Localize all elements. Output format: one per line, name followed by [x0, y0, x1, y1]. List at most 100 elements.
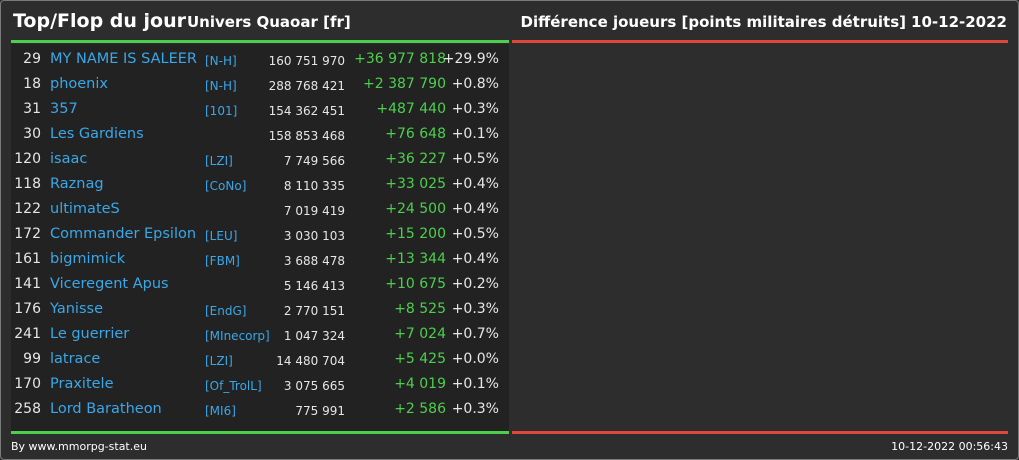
top-panel-bar-bottom — [11, 431, 509, 434]
points-difference: +33 025 — [385, 176, 446, 192]
top-panel-bar-top — [11, 40, 509, 43]
points-difference: +4 019 — [394, 376, 446, 392]
footer-timestamp: 10-12-2022 00:56:43 — [891, 440, 1008, 453]
points-difference: +7 024 — [394, 326, 446, 342]
player-points: 8 110 335 — [283, 179, 345, 193]
player-row: 29 MY NAME IS SALEER [N-H] 160 751 970 +36 9… — [11, 48, 509, 73]
alliance-tag-link[interactable]: [LZI] — [205, 154, 233, 168]
player-rank: 31 — [23, 101, 41, 117]
player-row: 258 Lord Baratheon [MI6] 775 991 +2 586 +0.3% — [11, 398, 509, 423]
player-rank: 170 — [14, 376, 41, 392]
player-points: 14 480 704 — [276, 354, 345, 368]
player-rank: 241 — [14, 326, 41, 342]
percent-change: +0.2% — [451, 276, 499, 292]
player-name-link[interactable]: Commander Epsilon — [50, 226, 197, 242]
widget-title: Top/Flop du jour — [13, 10, 186, 32]
player-rank: 29 — [23, 51, 41, 67]
player-rank: 176 — [14, 301, 41, 317]
points-difference: +36 227 — [385, 151, 446, 167]
points-difference: +24 500 — [385, 201, 446, 217]
alliance-tag-link[interactable]: [Of_TrolL] — [205, 379, 262, 393]
player-points: 158 853 468 — [268, 129, 345, 143]
player-row: 161 bigmimick [FBM] 3 688 478 +13 344 +0.4% — [11, 248, 509, 273]
percent-change: +0.8% — [451, 76, 499, 92]
percent-change: +0.1% — [451, 126, 499, 142]
player-row: 141 Viceregent Apus 5 146 413 +10 675 +0.2% — [11, 273, 509, 298]
alliance-tag-link[interactable]: [101] — [205, 104, 238, 118]
alliance-tag-link[interactable]: [N-H] — [205, 79, 237, 93]
player-name-link[interactable]: bigmimick — [50, 251, 126, 267]
player-row: 241 Le guerrier [MInecorp] 1 047 324 +7 024 +… — [11, 323, 509, 348]
player-row: 172 Commander Epsilon [LEU] 3 030 103 +15 20… — [11, 223, 509, 248]
player-points: 154 362 451 — [268, 104, 345, 118]
alliance-tag-link[interactable]: [MInecorp] — [205, 329, 270, 343]
points-difference: +15 200 — [385, 226, 446, 242]
player-row: 120 isaac [LZI] 7 749 566 +36 227 +0.5% — [11, 148, 509, 173]
player-name-link[interactable]: Le guerrier — [50, 326, 130, 342]
flop-panel-bar-bottom — [512, 431, 1008, 434]
player-rank: 99 — [23, 351, 41, 367]
player-name-link[interactable]: latrace — [50, 351, 101, 367]
header-date: 10-12-2022 — [911, 13, 1007, 31]
alliance-tag-link[interactable]: [CoNo] — [205, 179, 247, 193]
percent-change: +0.1% — [451, 376, 499, 392]
player-points: 7 019 419 — [283, 204, 345, 218]
player-row: 170 Praxitele [Of_TrolL] 3 075 665 +4 019 +0.… — [11, 373, 509, 398]
player-points: 775 991 — [295, 404, 345, 418]
player-name-link[interactable]: 357 — [50, 101, 78, 117]
player-points: 3 075 665 — [283, 379, 345, 393]
player-name-link[interactable]: Lord Baratheon — [50, 401, 162, 417]
alliance-tag-link[interactable]: [N-H] — [205, 54, 237, 68]
player-name-link[interactable]: phoenix — [50, 76, 108, 92]
player-points: 2 770 151 — [283, 304, 345, 318]
percent-change: +0.3% — [451, 301, 499, 317]
points-difference: +10 675 — [385, 276, 446, 292]
alliance-tag-link[interactable]: [LZI] — [205, 354, 233, 368]
universe-label: Univers Quaoar [fr] — [187, 13, 351, 31]
player-row: 18 phoenix [N-H] 288 768 421 +2 387 790 +0.8% — [11, 73, 509, 98]
points-difference: +36 977 818 — [354, 51, 446, 67]
percent-change: +0.3% — [451, 401, 499, 417]
player-points: 3 030 103 — [283, 229, 345, 243]
alliance-tag-link[interactable]: [LEU] — [205, 229, 238, 243]
points-difference: +2 586 — [394, 401, 446, 417]
player-name-link[interactable]: isaac — [50, 151, 88, 167]
player-name-link[interactable]: MY NAME IS SALEER — [50, 51, 197, 67]
percent-change: +0.0% — [451, 351, 499, 367]
player-row: 30 Les Gardiens 158 853 468 +76 648 +0.1% — [11, 123, 509, 148]
player-points: 1 047 324 — [283, 329, 345, 343]
player-rank: 258 — [14, 401, 41, 417]
player-rank: 120 — [14, 151, 41, 167]
player-name-link[interactable]: Les Gardiens — [50, 126, 144, 142]
top-players-list: 29 MY NAME IS SALEER [N-H] 160 751 970 +36 9… — [11, 44, 509, 431]
percent-change: +0.4% — [451, 251, 499, 267]
alliance-tag-link[interactable]: [EndG] — [205, 304, 247, 318]
percent-change: +0.7% — [451, 326, 499, 342]
percent-change: +0.4% — [451, 176, 499, 192]
player-name-link[interactable]: Raznag — [50, 176, 104, 192]
player-row: 122 ultimateS 7 019 419 +24 500 +0.4% — [11, 198, 509, 223]
footer-source: By www.mmorpg-stat.eu — [11, 440, 147, 453]
player-rank: 122 — [14, 201, 41, 217]
player-name-link[interactable]: Praxitele — [50, 376, 114, 392]
player-name-link[interactable]: Yanisse — [50, 301, 103, 317]
points-difference: +76 648 — [385, 126, 446, 142]
points-difference: +2 387 790 — [363, 76, 446, 92]
player-points: 288 768 421 — [268, 79, 345, 93]
alliance-tag-link[interactable]: [FBM] — [205, 254, 240, 268]
player-row: 176 Yanisse [EndG] 2 770 151 +8 525 +0.3% — [11, 298, 509, 323]
percent-change: +0.5% — [451, 226, 499, 242]
alliance-tag-link[interactable]: [MI6] — [205, 404, 236, 418]
player-rank: 30 — [23, 126, 41, 142]
player-name-link[interactable]: Viceregent Apus — [50, 276, 169, 292]
player-points: 5 146 413 — [283, 279, 345, 293]
widget-header: Top/Flop du jour Univers Quaoar [fr] Dif… — [1, 1, 1018, 41]
points-difference: +13 344 — [385, 251, 446, 267]
points-difference: +5 425 — [394, 351, 446, 367]
player-rank: 18 — [23, 76, 41, 92]
player-name-link[interactable]: ultimateS — [50, 201, 120, 217]
percent-change: +0.4% — [451, 201, 499, 217]
percent-change: +0.5% — [451, 151, 499, 167]
player-rank: 161 — [14, 251, 41, 267]
